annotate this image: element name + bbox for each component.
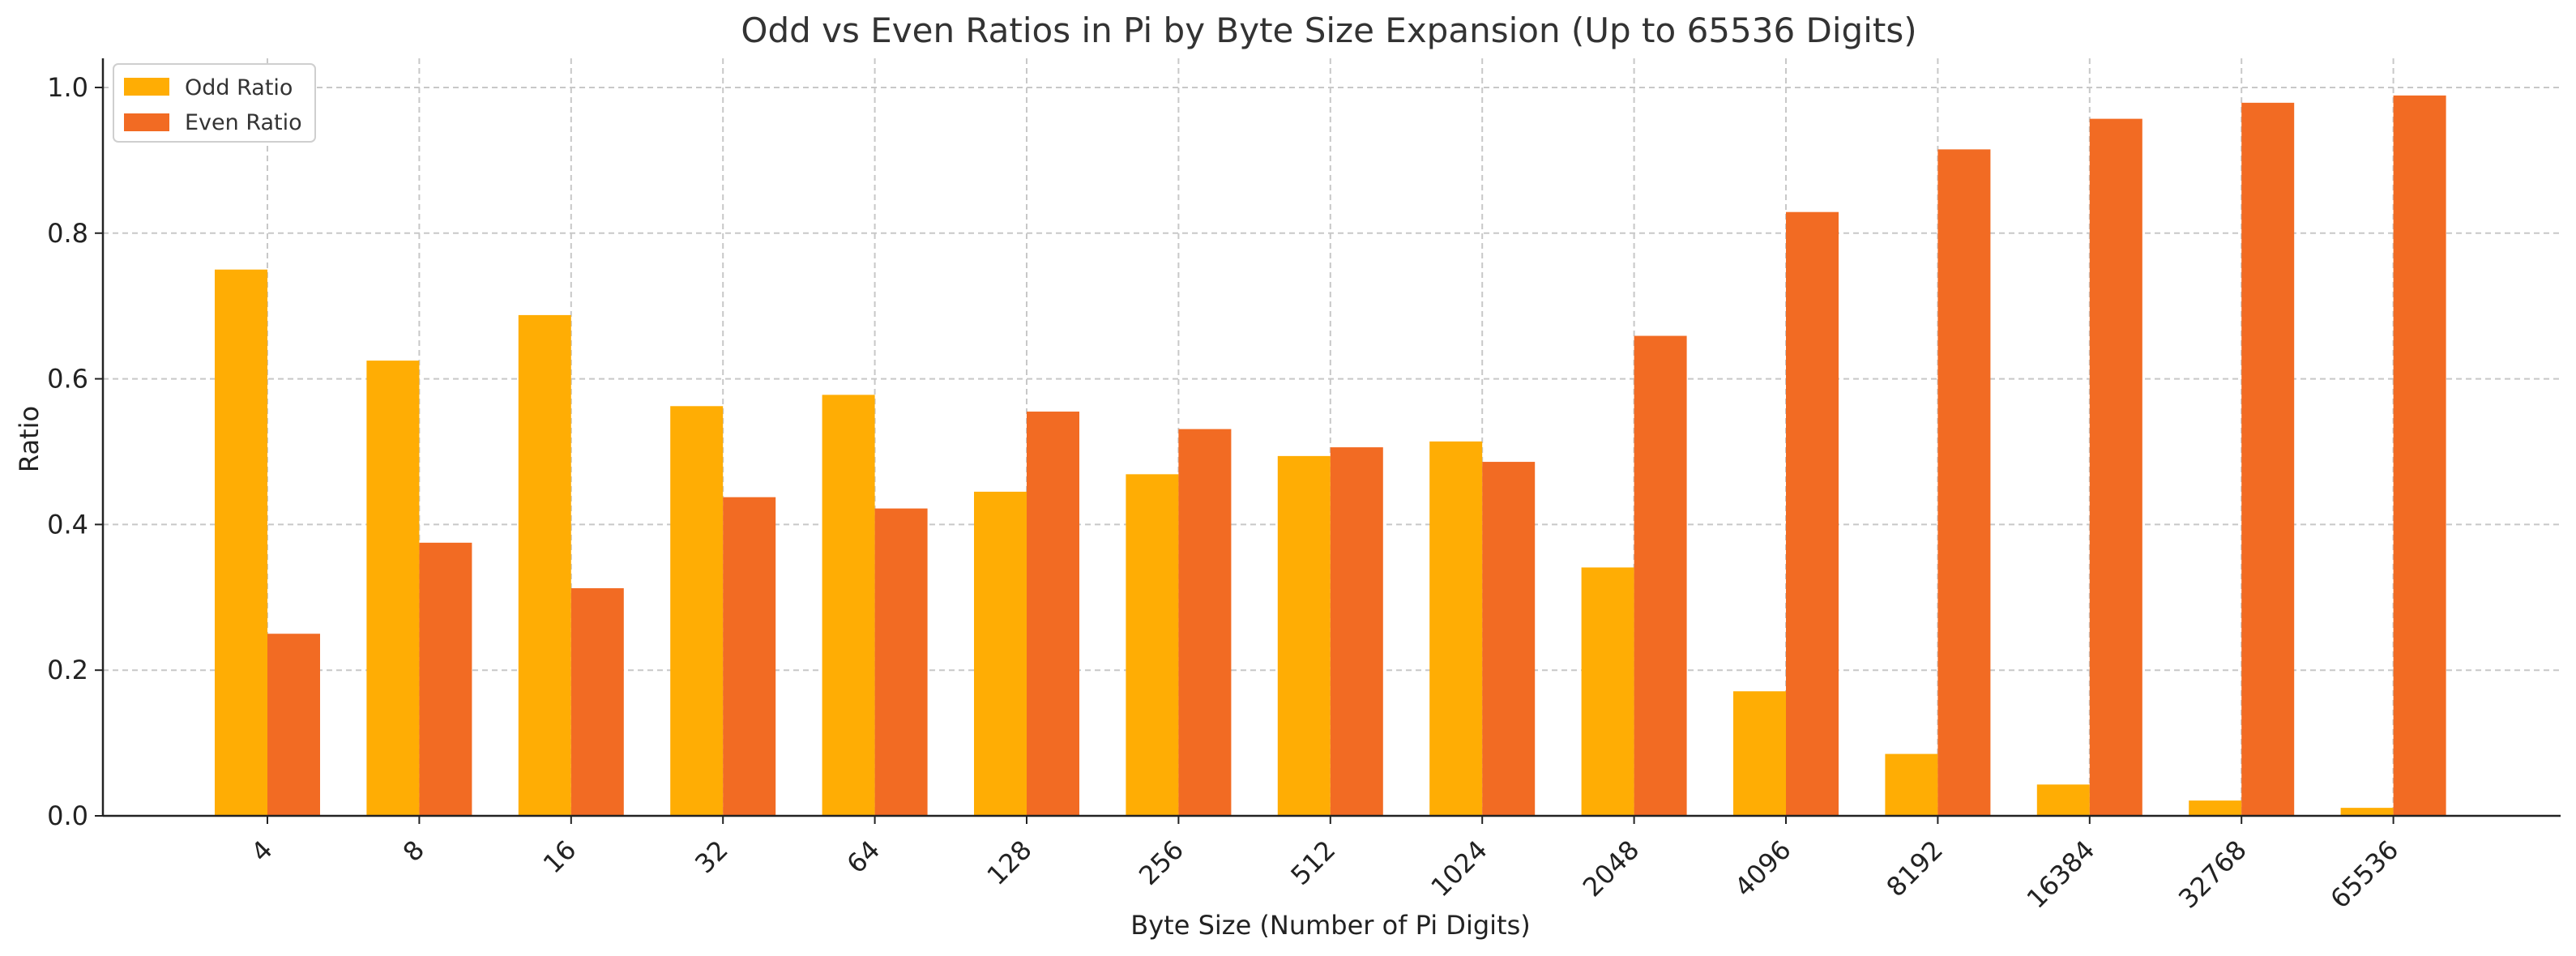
x-tick-label: 32 (689, 834, 734, 880)
axes-layer (101, 58, 2561, 817)
x-tick-label: 16384 (2021, 834, 2101, 915)
even-ratio-bar (1027, 412, 1079, 816)
odd-ratio-bar (366, 361, 420, 816)
legend-swatch-even-ratio (124, 113, 169, 131)
y-tick-label: 0.6 (47, 364, 88, 395)
odd-ratio-bar (2036, 784, 2090, 816)
y-tick-label: 0.0 (47, 800, 88, 831)
even-ratio-bar (2393, 95, 2446, 817)
odd-ratio-bar (822, 395, 875, 816)
odd-ratio-bar (2189, 800, 2242, 816)
even-ratio-bar (1634, 335, 1687, 816)
odd-ratio-bar (670, 406, 724, 816)
odd-ratio-bar (974, 491, 1027, 816)
x-tick-label: 64 (841, 834, 886, 880)
x-tick-label: 32768 (2172, 834, 2253, 915)
x-tick-label: 8192 (1881, 834, 1949, 903)
x-tick-label: 512 (1284, 834, 1341, 891)
even-ratio-bar (2089, 118, 2142, 817)
x-tick-label: 256 (1133, 834, 1190, 891)
even-ratio-bar (1178, 429, 1232, 816)
x-tick-label: 2048 (1577, 834, 1645, 903)
legend-label-odd-ratio: Odd Ratio (185, 75, 293, 100)
chart-title: Odd vs Even Ratios in Pi by Byte Size Ex… (741, 11, 1916, 50)
x-tick-label: 8 (397, 834, 430, 868)
odd-ratio-bar (2340, 808, 2394, 816)
y-axis-label: Ratio (14, 406, 45, 472)
odd-ratio-bar (1429, 441, 1483, 816)
even-ratio-bar (874, 508, 928, 816)
odd-ratio-bar (1733, 691, 1786, 816)
y-tick-label: 0.4 (47, 509, 88, 540)
odd-ratio-bar (1277, 455, 1331, 816)
even-ratio-bar (1786, 211, 1839, 816)
y-tick-label: 1.0 (47, 72, 88, 103)
even-ratio-bar (1482, 462, 1536, 816)
y-tick-label: 0.2 (47, 655, 88, 685)
legend-swatch-odd-ratio (124, 78, 169, 96)
legend-label-even-ratio: Even Ratio (185, 110, 302, 135)
odd-ratio-bar (1126, 474, 1179, 816)
x-tick-label: 1024 (1425, 834, 1493, 903)
even-ratio-bar (1937, 149, 1991, 816)
x-axis-label: Byte Size (Number of Pi Digits) (1130, 910, 1530, 941)
odd-ratio-bar (215, 269, 267, 816)
odd-ratio-bar (1581, 567, 1634, 816)
x-tick-label: 65536 (2324, 834, 2404, 915)
bars-layer (215, 95, 2446, 817)
x-tick-label: 16 (537, 834, 583, 880)
even-ratio-bar (2241, 102, 2295, 816)
x-tick-label: 4096 (1728, 834, 1796, 903)
x-tick-label: 128 (981, 834, 1038, 891)
odd-ratio-bar (518, 314, 571, 816)
even-ratio-bar (570, 588, 624, 816)
x-tick-label: 4 (245, 834, 278, 868)
legend: Odd Ratio Even Ratio (113, 63, 316, 143)
y-tick-label: 0.8 (47, 218, 88, 249)
even-ratio-bar (723, 497, 776, 816)
even-ratio-bar (419, 542, 472, 816)
even-ratio-bar (1330, 447, 1383, 816)
odd-ratio-bar (1885, 753, 1938, 816)
even-ratio-bar (267, 634, 320, 816)
